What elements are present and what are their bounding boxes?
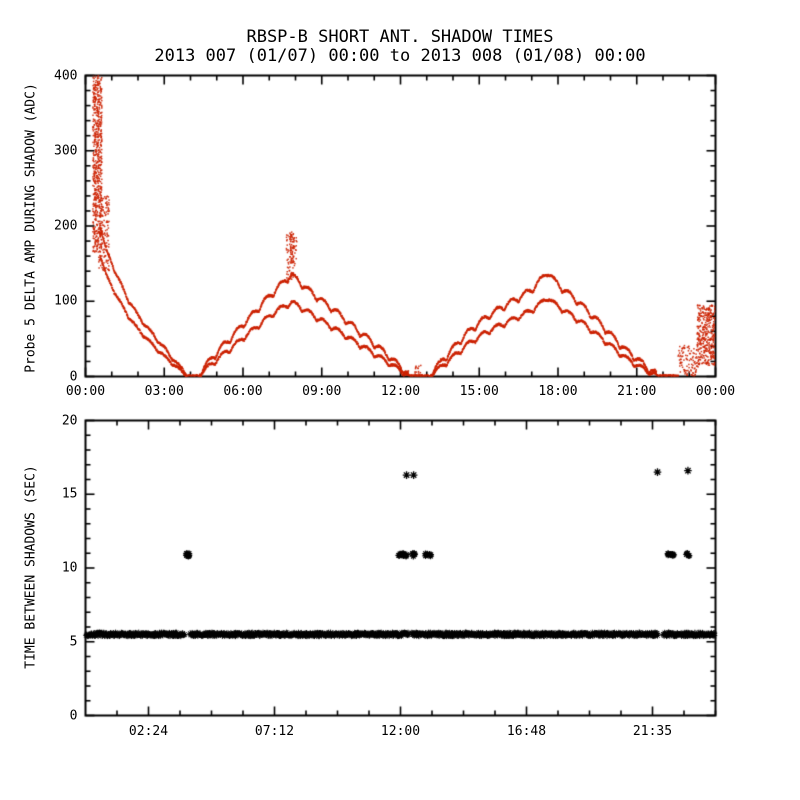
bottom-y-axis-label: TIME BETWEEN SHADOWS (SEC) bbox=[23, 465, 39, 669]
chart-subtitle: 2013 007 (01/07) 00:00 to 2013 008 (01/0… bbox=[154, 46, 646, 66]
top-y-axis-label: Probe 5 DELTA AMP DURING SHADOW (ADC) bbox=[23, 83, 39, 373]
chart-title: RBSP-B SHORT ANT. SHADOW TIMES bbox=[246, 27, 554, 47]
